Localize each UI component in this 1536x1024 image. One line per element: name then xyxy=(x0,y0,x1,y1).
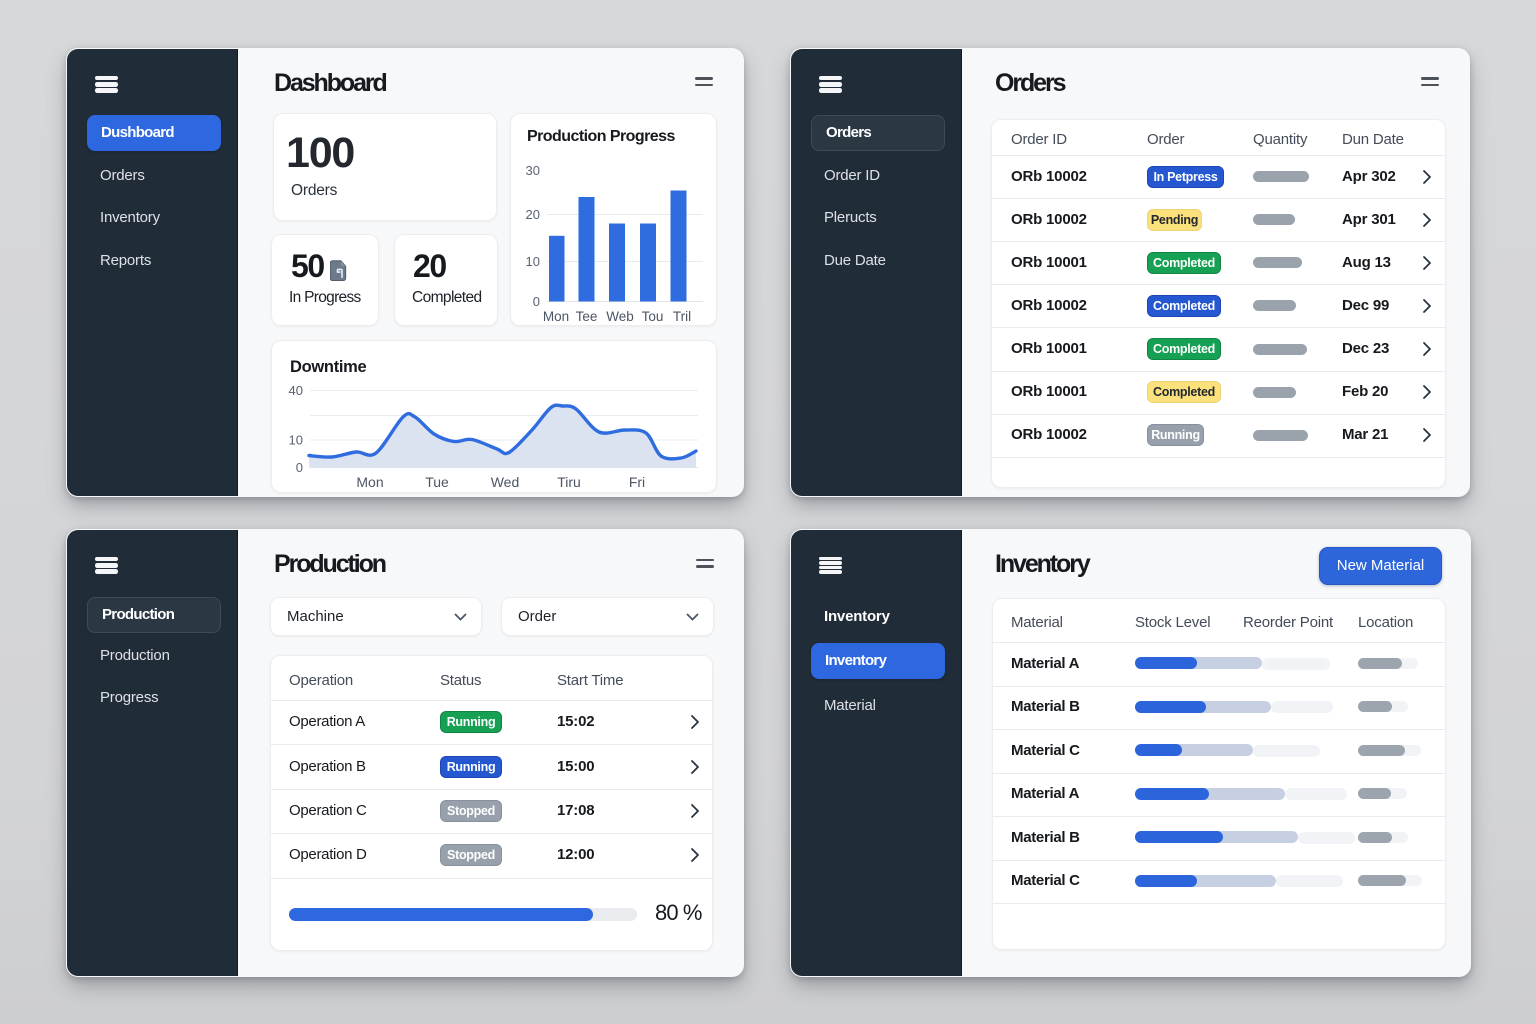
svg-text:Web: Web xyxy=(606,309,634,324)
svg-text:20: 20 xyxy=(526,207,540,222)
svg-text:Tee: Tee xyxy=(576,309,598,324)
svg-text:Tril: Tril xyxy=(673,309,691,324)
svg-text:Tue: Tue xyxy=(425,474,449,490)
svg-text:Fri: Fri xyxy=(629,474,645,490)
svg-text:10: 10 xyxy=(526,254,540,269)
svg-text:Tiru: Tiru xyxy=(557,474,581,490)
svg-text:10: 10 xyxy=(289,433,303,448)
svg-text:0: 0 xyxy=(296,460,303,475)
svg-text:Mon: Mon xyxy=(356,474,383,490)
svg-text:0: 0 xyxy=(533,294,540,309)
svg-text:Tou: Tou xyxy=(642,309,664,324)
svg-text:Wed: Wed xyxy=(491,474,520,490)
svg-text:30: 30 xyxy=(526,163,540,178)
svg-text:Mon: Mon xyxy=(543,309,569,324)
svg-text:40: 40 xyxy=(289,383,303,398)
